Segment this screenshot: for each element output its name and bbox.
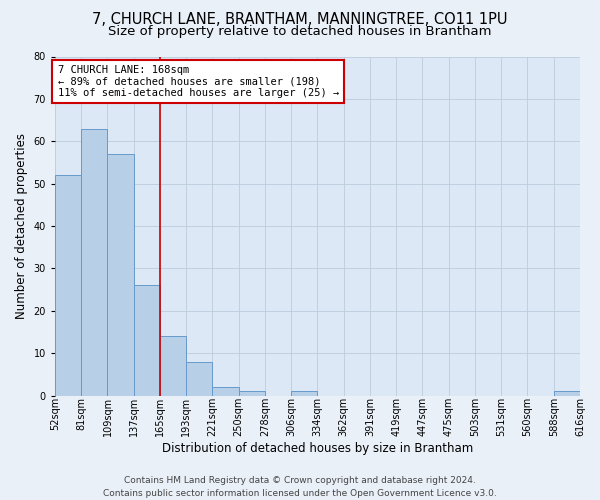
X-axis label: Distribution of detached houses by size in Brantham: Distribution of detached houses by size …: [162, 442, 473, 455]
Bar: [554, 392, 580, 396]
Text: Contains HM Land Registry data © Crown copyright and database right 2024.
Contai: Contains HM Land Registry data © Crown c…: [103, 476, 497, 498]
Bar: [55, 175, 81, 396]
Bar: [291, 392, 317, 396]
Text: 7 CHURCH LANE: 168sqm
← 89% of detached houses are smaller (198)
11% of semi-det: 7 CHURCH LANE: 168sqm ← 89% of detached …: [58, 65, 339, 98]
Bar: [81, 128, 107, 396]
Text: 7, CHURCH LANE, BRANTHAM, MANNINGTREE, CO11 1PU: 7, CHURCH LANE, BRANTHAM, MANNINGTREE, C…: [92, 12, 508, 28]
Text: Size of property relative to detached houses in Brantham: Size of property relative to detached ho…: [108, 25, 492, 38]
Bar: [212, 387, 239, 396]
Bar: [186, 362, 212, 396]
Bar: [160, 336, 186, 396]
Bar: [239, 392, 265, 396]
Bar: [134, 286, 160, 396]
Bar: [107, 154, 134, 396]
Y-axis label: Number of detached properties: Number of detached properties: [15, 133, 28, 319]
